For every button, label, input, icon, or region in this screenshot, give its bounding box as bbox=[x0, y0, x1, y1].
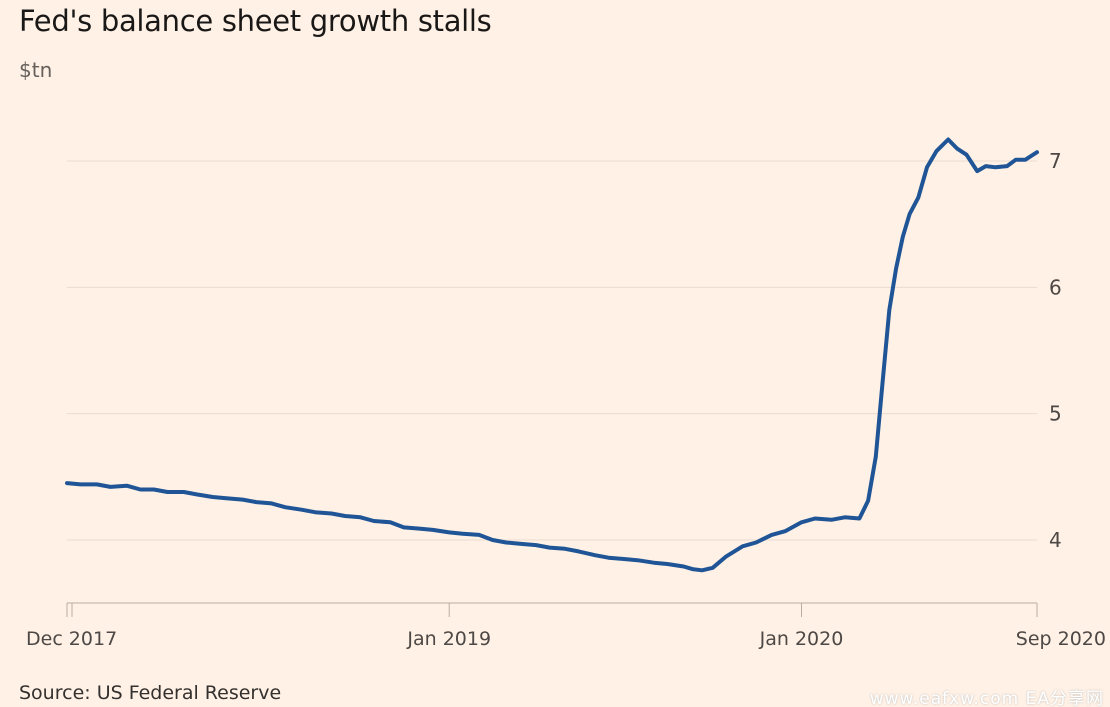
y-tick-label: 5 bbox=[1049, 402, 1062, 426]
x-tick-label: Dec 2017 bbox=[26, 628, 117, 650]
y-axis-ticks: 4 5 6 7 bbox=[1049, 149, 1062, 552]
y-tick-label: 6 bbox=[1049, 275, 1062, 299]
series-line-0 bbox=[65, 137, 1039, 573]
y-tick-label: 7 bbox=[1049, 149, 1062, 173]
x-axis-ticks: Dec 2017 Jan 2019 Jan 2020 Sep 2020 bbox=[26, 603, 1106, 650]
y-axis-unit: $tn bbox=[19, 58, 53, 82]
watermark: www.eafxw.com EA分享网 bbox=[869, 689, 1104, 707]
series-group bbox=[65, 137, 1039, 573]
x-tick-label: Sep 2020 bbox=[1016, 628, 1106, 650]
x-tick-label: Jan 2020 bbox=[759, 628, 844, 650]
grid-lines bbox=[67, 160, 1037, 541]
x-tick-label: Jan 2019 bbox=[406, 628, 491, 650]
source-note: Source: US Federal Reserve bbox=[19, 682, 282, 704]
y-tick-label: 4 bbox=[1049, 528, 1062, 552]
chart-title: Fed's balance sheet growth stalls bbox=[19, 4, 492, 38]
